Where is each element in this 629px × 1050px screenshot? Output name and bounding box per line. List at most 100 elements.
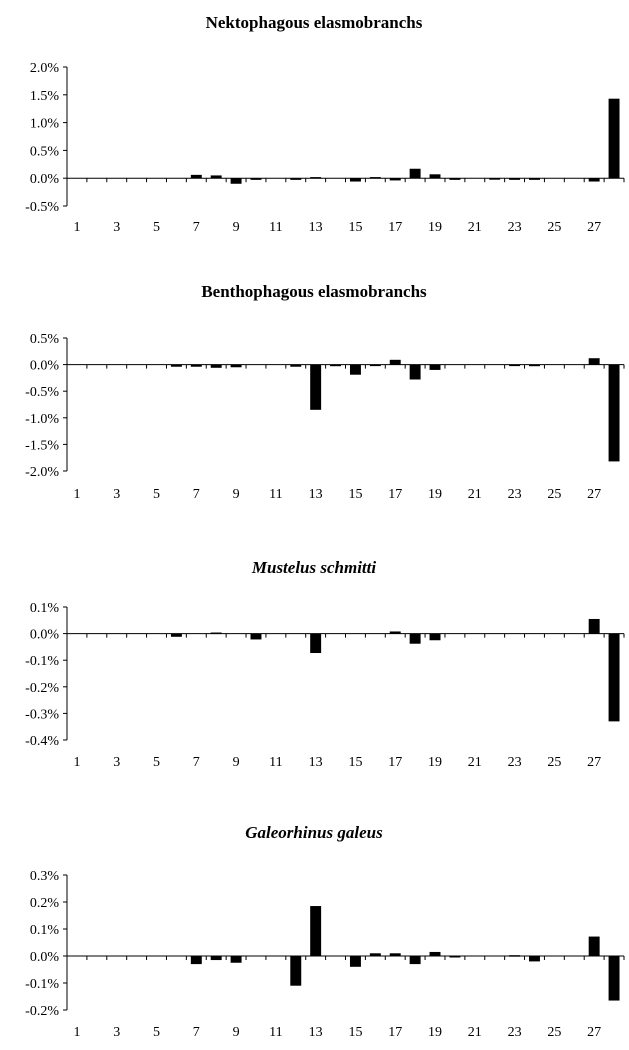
x-tick-label: 25	[547, 220, 561, 235]
bar	[369, 177, 381, 179]
bar	[250, 178, 262, 180]
bar	[409, 168, 421, 179]
y-tick-label: -2.0%	[25, 465, 59, 480]
x-tick-label: 7	[193, 1025, 200, 1040]
bar	[230, 178, 242, 184]
y-tick-label: 0.0%	[30, 172, 60, 187]
y-tick-label: -0.4%	[25, 734, 59, 749]
bar	[509, 364, 521, 367]
bar	[529, 364, 540, 367]
x-tick-label: 23	[508, 487, 522, 502]
x-tick-label: 27	[587, 487, 601, 502]
bar	[588, 178, 600, 182]
y-tick-label: 0.1%	[30, 923, 60, 938]
chart-title: Mustelus schmitti	[251, 558, 377, 577]
bar	[529, 178, 540, 180]
y-tick-label: -0.2%	[25, 681, 59, 696]
x-tick-label: 9	[233, 487, 240, 502]
chart-panel-3: Mustelus schmitti -0.4% -0.3% -0.2% -0.1% 0.0…	[25, 558, 625, 770]
x-tick-label: 27	[587, 220, 601, 235]
x-tick-label: 5	[153, 1025, 160, 1040]
bar	[429, 174, 441, 179]
y-tick-label: -0.5%	[25, 200, 59, 215]
bar	[190, 364, 202, 367]
bar	[349, 956, 361, 967]
bar	[310, 177, 322, 179]
bar	[509, 955, 521, 957]
x-tick-label: 9	[233, 755, 240, 770]
bar	[290, 364, 302, 367]
bar	[310, 906, 322, 956]
x-tick-label: 11	[269, 220, 282, 235]
bar	[409, 364, 421, 380]
bar	[409, 633, 421, 644]
y-tick-label: 0.0%	[30, 628, 60, 643]
x-tick-label: 7	[193, 220, 200, 235]
x-tick-label: 11	[269, 1025, 282, 1040]
bar	[429, 633, 441, 641]
x-tick-label: 19	[428, 755, 442, 770]
bar	[330, 364, 342, 367]
y-tick-label: 0.3%	[30, 869, 60, 884]
x-tick-label: 9	[233, 1025, 240, 1040]
x-tick-label: 21	[468, 755, 482, 770]
x-tick-label: 1	[73, 1025, 80, 1040]
chart-title: Galeorhinus galeus	[245, 823, 383, 842]
x-tick-label: 19	[428, 1025, 442, 1040]
bar	[210, 175, 222, 179]
x-tick-label: 15	[348, 487, 362, 502]
y-tick-label: 1.0%	[30, 117, 60, 132]
bar	[310, 364, 322, 410]
bar	[369, 953, 381, 956]
x-tick-label: 13	[309, 220, 323, 235]
bar	[349, 364, 361, 375]
x-tick-label: 15	[348, 1025, 362, 1040]
bar	[210, 364, 222, 368]
x-tick-label: 1	[73, 755, 80, 770]
y-tick-label: 0.1%	[30, 601, 60, 616]
x-tick-label: 23	[508, 755, 522, 770]
chart-title: Nektophagous elasmobranchs	[206, 13, 423, 32]
x-tick-label: 5	[153, 755, 160, 770]
y-tick-label: 0.2%	[30, 896, 60, 911]
x-tick-label: 21	[468, 487, 482, 502]
x-tick-label: 3	[113, 487, 120, 502]
y-tick-label: -1.5%	[25, 438, 59, 453]
y-tick-label: 1.5%	[30, 89, 60, 104]
bar	[210, 956, 222, 961]
x-tick-label: 13	[309, 1025, 323, 1040]
bar	[529, 956, 540, 962]
chart-panel-4: Galeorhinus galeus -0.2% -0.1% 0.0% 0.1% 0.2%…	[25, 823, 625, 1040]
y-tick-label: -0.1%	[25, 977, 59, 992]
x-tick-label: 11	[269, 487, 282, 502]
y-tick-label: 0.0%	[30, 359, 60, 374]
chart-panel-1: Nektophagous elasmobranchs -0.5% 0.0% 0.5% 1…	[25, 13, 625, 235]
x-tick-label: 17	[388, 487, 402, 502]
bar	[210, 632, 222, 635]
y-tick-label: 0.5%	[30, 332, 60, 347]
bar	[608, 364, 620, 462]
x-tick-label: 3	[113, 755, 120, 770]
bar	[230, 956, 242, 963]
bar	[608, 633, 620, 722]
chart-panel-2: Benthophagous elasmobranchs -2.0% -1.5% -1.…	[25, 282, 625, 502]
x-tick-label: 17	[388, 755, 402, 770]
x-tick-label: 13	[309, 487, 323, 502]
bar	[310, 633, 322, 654]
x-tick-label: 7	[193, 755, 200, 770]
x-tick-label: 3	[113, 1025, 120, 1040]
y-tick-label: -0.2%	[25, 1004, 59, 1019]
x-tick-label: 1	[73, 487, 80, 502]
y-tick-label: 2.0%	[30, 61, 60, 76]
x-tick-label: 9	[233, 220, 240, 235]
bar	[509, 178, 521, 180]
y-tick-label: 0.5%	[30, 144, 60, 159]
bar	[429, 951, 441, 956]
bar	[389, 953, 401, 956]
x-tick-label: 27	[587, 1025, 601, 1040]
x-tick-label: 1	[73, 220, 80, 235]
bar	[608, 98, 620, 179]
x-tick-label: 23	[508, 1025, 522, 1040]
y-tick-label: -0.3%	[25, 707, 59, 722]
bar	[349, 178, 361, 182]
